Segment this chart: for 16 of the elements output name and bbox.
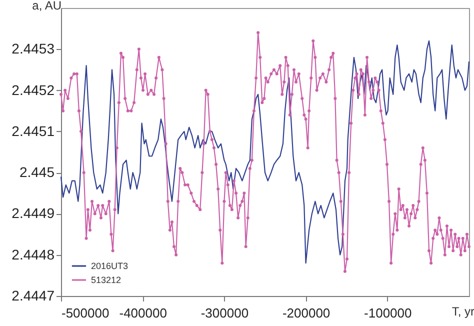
- y-tick-label: 2.4451: [12, 122, 55, 139]
- legend-label: 513212: [91, 275, 122, 285]
- y-axis-title: a, AU: [32, 0, 62, 12]
- y-tick-label: 2.4447: [12, 288, 55, 304]
- x-tick-label: -500000: [62, 306, 110, 320]
- y-tick-label: 2.4448: [12, 246, 55, 262]
- x-axis-title: T, yr: [452, 304, 474, 318]
- y-tick-label: 2.4449: [12, 205, 55, 222]
- x-tick-label: -100000: [364, 306, 412, 320]
- legend-label: 2016UT3: [91, 261, 128, 271]
- y-tick-label: 2.4452: [12, 82, 55, 98]
- y-tick-label: 2.4453: [12, 40, 55, 57]
- x-tick-label: -400000: [119, 306, 167, 320]
- x-tick-label: -200000: [282, 306, 330, 320]
- y-tick-label: 2.445: [19, 164, 55, 180]
- x-tick-label: -300000: [200, 306, 249, 320]
